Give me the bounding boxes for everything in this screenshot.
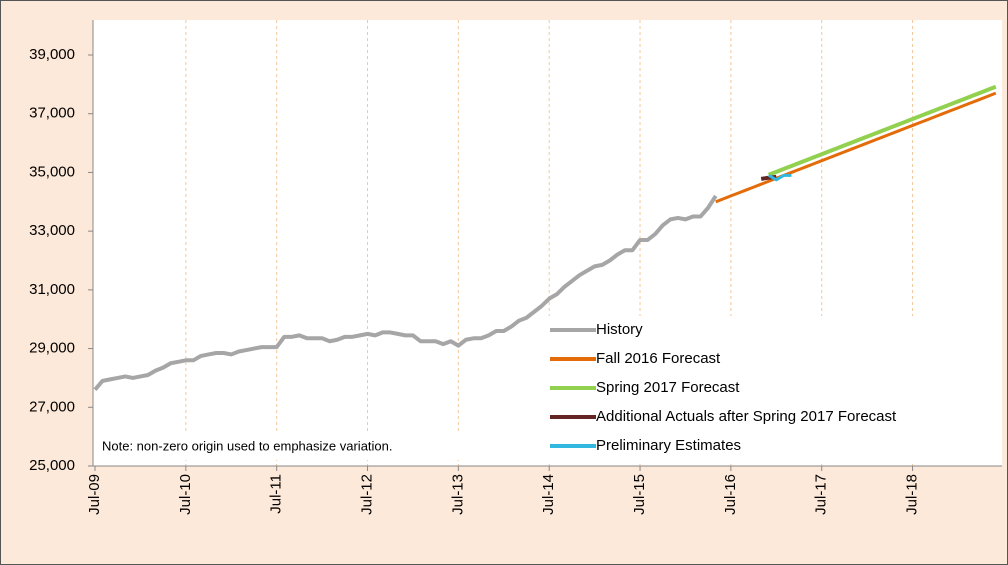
legend-box [548, 316, 980, 462]
x-tick-label: Jul-18 [904, 474, 921, 515]
y-tick-label: 35,000 [29, 163, 75, 180]
series-line [715, 91, 997, 204]
x-tick-label: Jul-14 [540, 474, 557, 515]
y-tick-label: 29,000 [29, 340, 75, 357]
y-tick-label: 25,000 [29, 457, 75, 474]
series-line [767, 173, 792, 182]
y-tick-label: 27,000 [29, 398, 75, 415]
y-tick-label: 39,000 [29, 46, 75, 63]
series-line [93, 194, 718, 391]
legend-label: History [596, 321, 643, 338]
x-tick-label: Jul-15 [631, 474, 648, 515]
legend-label: Additional Actuals after Spring 2017 For… [596, 408, 897, 425]
x-tick-label: Jul-09 [86, 474, 103, 515]
legend-label: Spring 2017 Forecast [596, 379, 740, 396]
y-tick-label: 33,000 [29, 222, 75, 239]
note-box [97, 434, 489, 460]
series-line [768, 84, 997, 177]
legend-label: Fall 2016 Forecast [596, 350, 721, 367]
legend-label: Preliminary Estimates [596, 437, 741, 454]
x-tick-label: Jul-11 [268, 474, 285, 514]
y-tick-label: 31,000 [29, 281, 75, 298]
note: Note: non-zero origin used to emphasize … [102, 438, 393, 453]
y-tick-label: 37,000 [29, 105, 75, 122]
x-tick-label: Jul-12 [358, 474, 375, 515]
x-tick-label: Jul-17 [813, 474, 830, 515]
x-tick-label: Jul-16 [722, 474, 739, 515]
x-tick-label: Jul-10 [177, 474, 194, 515]
x-tick-label: Jul-13 [449, 474, 466, 515]
